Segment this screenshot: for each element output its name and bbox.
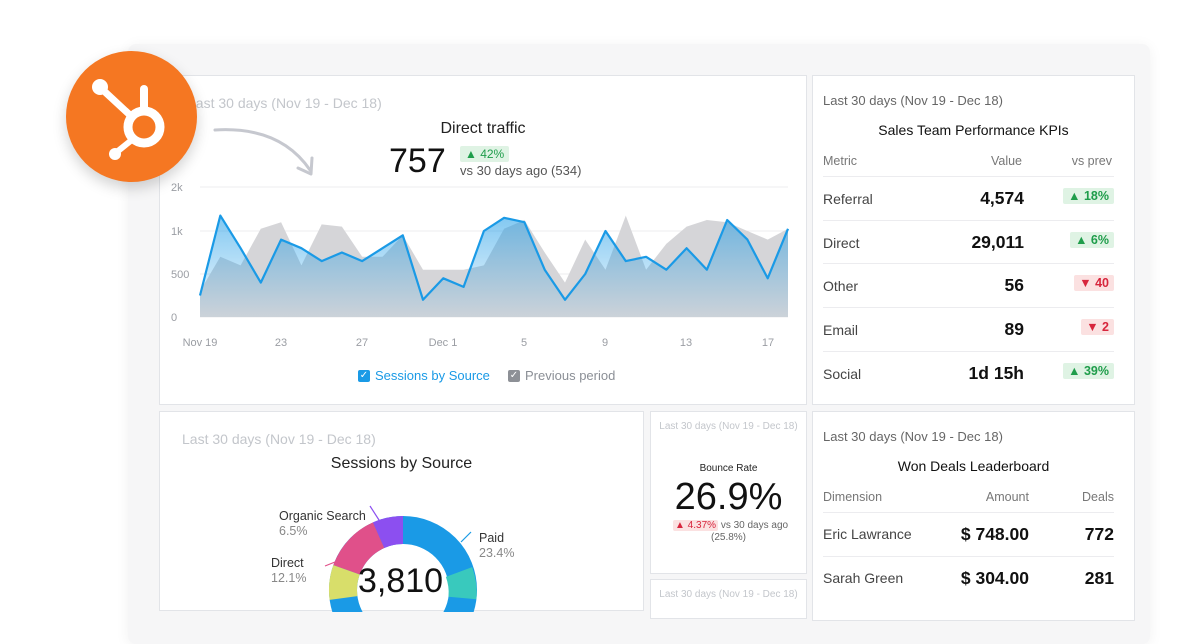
x-tick-label: Dec 1 — [429, 337, 458, 349]
direct-traffic-chart: 0 500 1k 2k Nov 19 23 27 Dec 1 5 9 13 17 — [160, 176, 806, 436]
sales-kpi-card[interactable]: Last 30 days (Nov 19 - Dec 18) Sales Tea… — [812, 75, 1135, 405]
kpi-row-label: Direct — [823, 235, 860, 251]
deal-row-deals: 281 — [1085, 568, 1114, 589]
header-vs-prev: vs prev — [1072, 154, 1112, 168]
x-tick-label: 5 — [521, 337, 527, 349]
x-tick-label: 23 — [275, 337, 287, 349]
kpi-row-label: Referral — [823, 191, 873, 207]
bounce-delta-badge: ▲ 4.37% — [673, 520, 718, 531]
x-tick-label: 9 — [602, 337, 608, 349]
deals-period: Last 30 days (Nov 19 - Dec 18) — [823, 429, 1003, 444]
bounce-previous: (25.8%) — [651, 532, 806, 543]
kpi-row-label: Social — [823, 366, 861, 382]
checkbox-checked-icon[interactable]: ✓ — [508, 370, 520, 382]
curved-arrow-icon — [210, 118, 330, 183]
kpi-row[interactable]: Direct 29,011 ▲ 6% — [823, 220, 1114, 265]
kpi-row-label: Email — [823, 322, 858, 338]
y-tick-label: 500 — [171, 269, 189, 281]
sessions-by-source-card[interactable]: Last 30 days (Nov 19 - Dec 18) Sessions … — [159, 411, 644, 611]
header-metric: Metric — [823, 154, 857, 168]
kpi-title: Sales Team Performance KPIs — [813, 122, 1134, 138]
kpi-row-change-badge: ▲ 39% — [1063, 363, 1114, 379]
won-deals-card[interactable]: Last 30 days (Nov 19 - Dec 18) Won Deals… — [812, 411, 1135, 621]
header-value: Value — [991, 154, 1022, 168]
deal-row-name: Sarah Green — [823, 570, 903, 586]
deal-row-amount: $ 304.00 — [961, 568, 1029, 589]
kpi-row[interactable]: Other 56 ▼ 40 — [823, 263, 1114, 308]
kpi-row-value: 1d 15h — [969, 363, 1024, 384]
legend-previous[interactable]: ✓ Previous period — [508, 368, 615, 383]
kpi-row-change-badge: ▲ 6% — [1070, 232, 1114, 248]
deals-title: Won Deals Leaderboard — [813, 458, 1134, 474]
legend-current[interactable]: ✓ Sessions by Source — [358, 368, 490, 383]
kpi-row[interactable]: Email 89 ▼ 2 — [823, 307, 1114, 352]
kpi-row-change-badge: ▲ 18% — [1063, 188, 1114, 204]
x-tick-label: 17 — [762, 337, 774, 349]
kpi-row-value: 4,574 — [980, 188, 1024, 209]
deal-row-amount: $ 748.00 — [961, 524, 1029, 545]
x-tick-label: Nov 19 — [183, 337, 218, 349]
secondary-period: Last 30 days (Nov 19 - Dec 18) — [651, 589, 806, 600]
x-tick-label: 27 — [356, 337, 368, 349]
kpi-row[interactable]: Social 1d 15h ▲ 39% — [823, 351, 1114, 396]
y-tick-label: 1k — [171, 226, 183, 238]
y-tick-label: 0 — [171, 312, 177, 324]
bounce-rate-card[interactable]: Last 30 days (Nov 19 - Dec 18) Bounce Ra… — [650, 411, 807, 574]
x-tick-label: 13 — [680, 337, 692, 349]
bounce-title: Bounce Rate — [651, 463, 806, 474]
segment-label-paid: Paid — [479, 531, 504, 545]
header-amount: Amount — [986, 490, 1029, 504]
header-dimension: Dimension — [823, 490, 882, 504]
kpi-row-value: 89 — [1005, 319, 1024, 340]
bounce-period: Last 30 days (Nov 19 - Dec 18) — [651, 421, 806, 432]
legend-previous-label: Previous period — [525, 368, 615, 383]
deals-table-header: Dimension Amount Deals — [823, 490, 1114, 510]
deal-row-name: Eric Lawrance — [823, 526, 912, 542]
kpi-row-change-badge: ▼ 2 — [1081, 319, 1114, 335]
donut-segment-organic — [379, 530, 403, 535]
sessions-total: 3,810 — [358, 562, 443, 601]
kpi-row-value: 56 — [1005, 275, 1024, 296]
segment-label-direct: Direct — [271, 556, 304, 570]
segment-pct-direct: 12.1% — [271, 571, 306, 585]
bounce-comparison: vs 30 days ago — [721, 520, 788, 531]
donut-segment-other — [343, 570, 347, 598]
kpi-row-value: 29,011 — [971, 232, 1024, 253]
donut-segment-referral — [459, 572, 463, 598]
secondary-metric-card[interactable]: Last 30 days (Nov 19 - Dec 18) — [650, 579, 807, 619]
deal-row[interactable]: Sarah Green $ 304.00 281 — [823, 556, 1114, 601]
legend-current-label: Sessions by Source — [375, 368, 490, 383]
deal-row-deals: 772 — [1085, 524, 1114, 545]
segment-pct-paid: 23.4% — [479, 546, 514, 560]
y-tick-label: 2k — [171, 182, 183, 194]
kpi-row[interactable]: Referral 4,574 ▲ 18% — [823, 176, 1114, 221]
header-deals: Deals — [1082, 490, 1114, 504]
kpi-row-change-badge: ▼ 40 — [1074, 275, 1114, 291]
hubspot-sprocket-icon — [66, 51, 197, 182]
traffic-period: Last 30 days (Nov 19 - Dec 18) — [188, 95, 382, 111]
segment-pct-organic: 6.5% — [279, 524, 308, 538]
checkbox-checked-icon[interactable]: ✓ — [358, 370, 370, 382]
bounce-value: 26.9% — [651, 476, 806, 519]
hubspot-logo — [66, 51, 197, 182]
kpi-row-label: Other — [823, 278, 858, 294]
kpi-period: Last 30 days (Nov 19 - Dec 18) — [823, 93, 1003, 108]
traffic-delta-badge: ▲ 42% — [460, 146, 509, 162]
bounce-comparison-line: ▲ 4.37% vs 30 days ago — [673, 520, 788, 531]
kpi-table-header: Metric Value vs prev — [823, 154, 1114, 174]
segment-label-organic: Organic Search — [279, 509, 366, 523]
deal-row[interactable]: Eric Lawrance $ 748.00 772 — [823, 512, 1114, 557]
